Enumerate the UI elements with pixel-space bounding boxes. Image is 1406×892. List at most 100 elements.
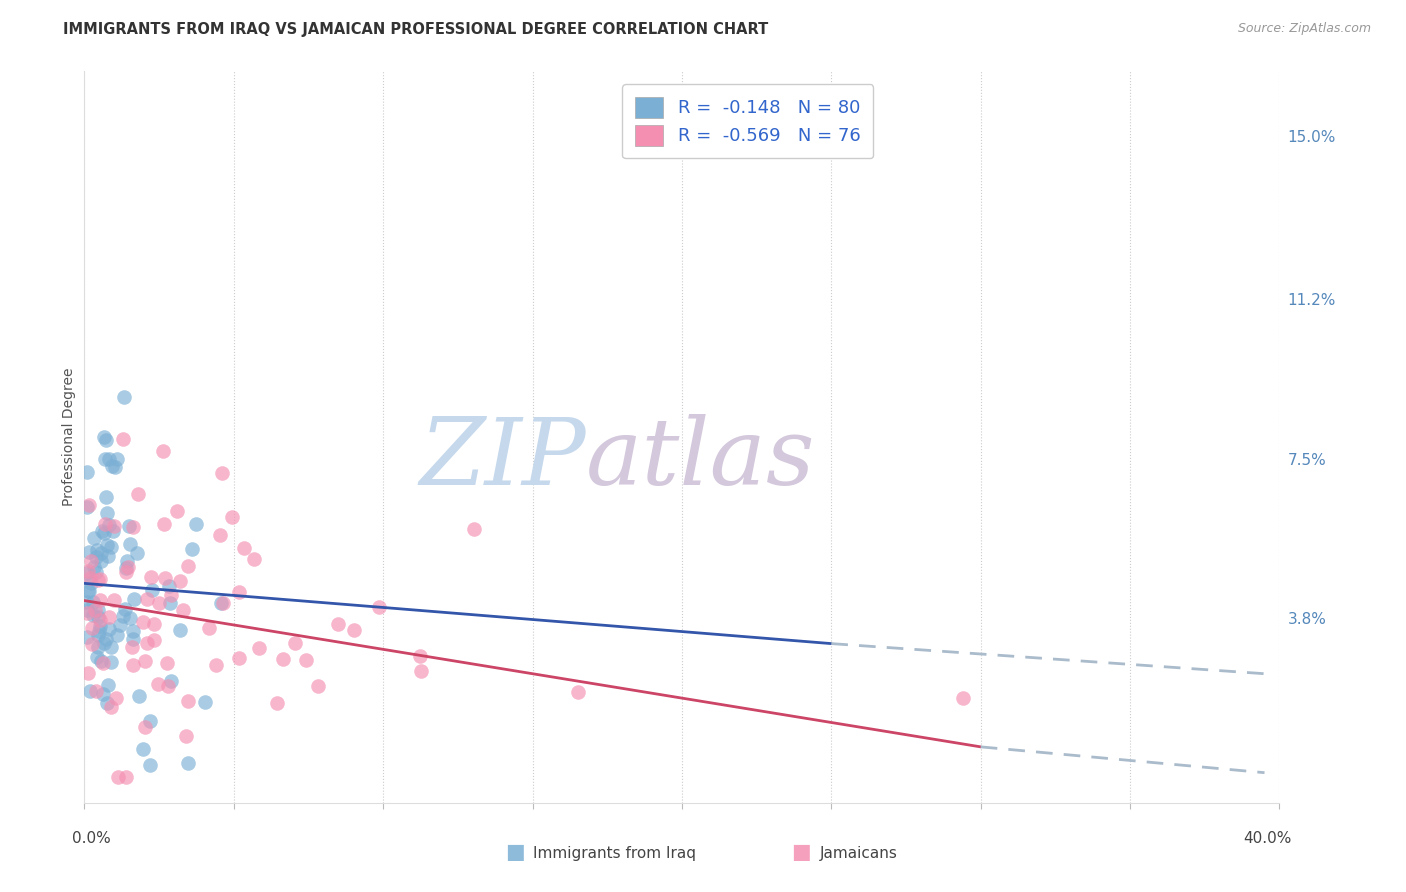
Point <box>146 677 169 691</box>
Point <box>148 596 170 610</box>
Point <box>157 579 180 593</box>
Text: Source: ZipAtlas.com: Source: ZipAtlas.com <box>1237 22 1371 36</box>
Point <box>79 545 101 559</box>
Point <box>139 570 162 584</box>
Point <box>115 554 138 568</box>
Point <box>107 770 129 784</box>
Point <box>142 617 165 632</box>
Point <box>76 500 98 514</box>
Point <box>177 756 200 771</box>
Point <box>143 632 166 647</box>
Point <box>93 657 115 671</box>
Point <box>90 554 112 568</box>
Point <box>409 649 432 664</box>
Point <box>76 630 98 644</box>
Point <box>112 390 135 404</box>
Point <box>156 657 179 671</box>
Point <box>138 714 160 729</box>
Point <box>80 576 103 591</box>
Point <box>100 699 122 714</box>
Point <box>84 566 107 580</box>
Point <box>89 624 111 638</box>
Point <box>79 684 101 698</box>
Point <box>211 466 233 480</box>
Point <box>284 636 307 650</box>
Point <box>79 584 101 599</box>
Point <box>83 560 105 574</box>
Point <box>94 516 117 531</box>
Point <box>128 690 150 704</box>
Point <box>97 622 120 636</box>
Point <box>136 591 159 606</box>
Point <box>96 507 118 521</box>
Point <box>159 596 181 610</box>
Text: ■: ■ <box>505 842 524 862</box>
Point <box>80 553 103 567</box>
Point <box>120 610 142 624</box>
Text: Immigrants from Iraq: Immigrants from Iraq <box>533 846 696 861</box>
Point <box>174 729 197 743</box>
Point <box>84 550 107 565</box>
Point <box>79 571 101 585</box>
Point <box>93 636 115 650</box>
Point <box>86 610 108 624</box>
Text: 40.0%: 40.0% <box>1243 831 1292 846</box>
Point <box>125 546 148 560</box>
Point <box>307 679 329 693</box>
Point <box>221 510 243 524</box>
Point <box>76 566 98 580</box>
Point <box>117 560 139 574</box>
Point <box>94 632 117 646</box>
Point <box>82 607 104 622</box>
Point <box>328 616 350 631</box>
Point <box>114 770 136 784</box>
Point <box>86 640 108 655</box>
Text: Jamaicans: Jamaicans <box>820 846 897 861</box>
Point <box>177 559 200 574</box>
Point <box>86 543 108 558</box>
Point <box>89 613 111 627</box>
Point <box>93 687 115 701</box>
Point <box>131 615 153 629</box>
Point <box>135 636 157 650</box>
Point <box>94 433 117 447</box>
Point <box>103 518 125 533</box>
Point <box>100 655 122 669</box>
Point <box>209 527 232 541</box>
Point <box>111 609 134 624</box>
Point <box>82 595 104 609</box>
Point <box>122 632 145 647</box>
Point <box>90 654 112 668</box>
Point <box>159 674 181 689</box>
Point <box>121 640 143 654</box>
Point <box>105 628 128 642</box>
Point <box>97 678 120 692</box>
Point <box>90 524 112 538</box>
Point <box>76 603 98 617</box>
Point <box>409 665 432 679</box>
Point <box>84 683 107 698</box>
Point <box>97 549 120 563</box>
Point <box>89 572 111 586</box>
Point <box>367 600 389 615</box>
Point <box>80 621 103 635</box>
Point <box>114 601 136 615</box>
Point <box>98 518 121 533</box>
Point <box>87 573 110 587</box>
Point <box>76 606 98 620</box>
Point <box>152 516 174 531</box>
Point <box>96 696 118 710</box>
Point <box>114 560 136 574</box>
Point <box>122 591 145 606</box>
Point <box>86 650 108 665</box>
Point <box>127 487 149 501</box>
Point <box>463 522 485 536</box>
Point <box>204 657 226 672</box>
Point <box>101 524 124 539</box>
Point <box>115 565 138 579</box>
Point <box>177 693 200 707</box>
Point <box>247 640 270 655</box>
Point <box>211 596 233 610</box>
Point <box>169 574 191 589</box>
Point <box>172 603 194 617</box>
